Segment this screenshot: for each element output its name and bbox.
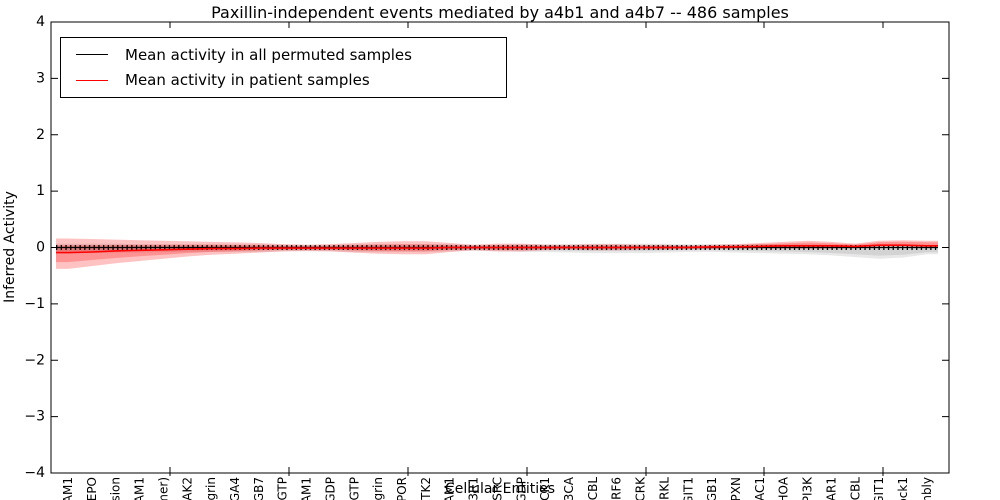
x-axis-label: Cellular Entities: [444, 481, 556, 497]
x-category-label: lamellipodium assembly: [920, 477, 934, 500]
x-category-label: EPOR: [395, 477, 409, 500]
x-category-label: PTK2: [419, 477, 433, 500]
x-category-label: Rac1/GDP: [514, 477, 528, 500]
legend-label: Mean activity in all permuted samples: [125, 45, 412, 64]
legend-label: Mean activity in patient samples: [125, 71, 370, 90]
y-tick-label: 3: [36, 70, 45, 86]
x-category-label: PIK3CA: [562, 476, 576, 500]
x-category-label: ARF6: [610, 477, 624, 500]
x-category-label: alpha4/beta1 Integrin: [371, 477, 385, 500]
x-category-label: CRK: [634, 476, 648, 500]
legend-item-patient: Mean activity in patient samples: [76, 71, 506, 89]
mean-line-patient: [56, 244, 938, 254]
x-category-label: VCAM1: [300, 477, 314, 500]
x-category-label: ITGA4: [228, 477, 242, 500]
x-category-label: SRC: [490, 477, 504, 500]
y-tick-label: 4: [36, 14, 45, 30]
x-category-label: cell adhesion: [109, 477, 123, 500]
y-tick-label: −3: [24, 409, 45, 425]
x-category-label: EPO/EPOR (dimer): [156, 477, 170, 500]
x-category-label: GIT1: [681, 477, 695, 500]
x-category-label: CRKL/CBL: [848, 477, 862, 500]
x-category-label: alpha4/beta1 Integrin/VCAM1: [443, 477, 457, 500]
x-category-label: CBL: [586, 477, 600, 500]
x-category-label: RAC1: [753, 477, 767, 500]
x-category-label: ITGB1: [705, 477, 719, 500]
y-tick-label: 1: [36, 183, 45, 199]
x-category-label: DOCK1: [538, 477, 552, 500]
x-category-label: ITGB7: [252, 477, 266, 500]
x-category-label: mol:GTP: [347, 477, 361, 500]
y-tick-label: −2: [24, 352, 45, 368]
y-tick-label: −4: [24, 465, 45, 481]
x-category-label: PI3K: [801, 476, 815, 500]
legend-line-sample-red: [76, 79, 108, 81]
x-category-label: PXN: [729, 477, 743, 500]
x-category-label: Rac1/GTP: [276, 477, 290, 500]
x-category-label: MADCAM1: [61, 477, 75, 500]
x-category-label: alpha4/beta7 Integrin/MAdCAM1: [133, 477, 147, 500]
x-category-label: RHOA: [777, 476, 791, 500]
x-category-label: p130Cas/Crk/Dock1: [896, 477, 910, 500]
x-category-label: PIK3R1: [467, 477, 481, 500]
y-tick-label: −1: [24, 296, 45, 312]
legend: Mean activity in all permuted samples Me…: [60, 37, 507, 98]
x-category-label: mol:GDP: [323, 477, 337, 500]
y-tick-label: 0: [36, 240, 45, 256]
legend-item-permuted: Mean activity in all permuted samples: [76, 46, 506, 64]
x-category-label: EPO: [85, 477, 99, 500]
x-category-label: alpha4/beta1 Integrin/Paxillin/GIT1: [872, 477, 886, 500]
x-category-label: BCAR1: [824, 477, 838, 500]
chart-title: Paxillin-independent events mediated by …: [211, 3, 789, 22]
x-category-label: CRKL: [657, 477, 671, 500]
y-tick-label: 2: [36, 127, 45, 143]
legend-line-sample-black: [76, 54, 108, 56]
x-category-label: JAK2: [180, 477, 194, 500]
x-category-label: alpha4/beta7 Integrin: [204, 477, 218, 500]
